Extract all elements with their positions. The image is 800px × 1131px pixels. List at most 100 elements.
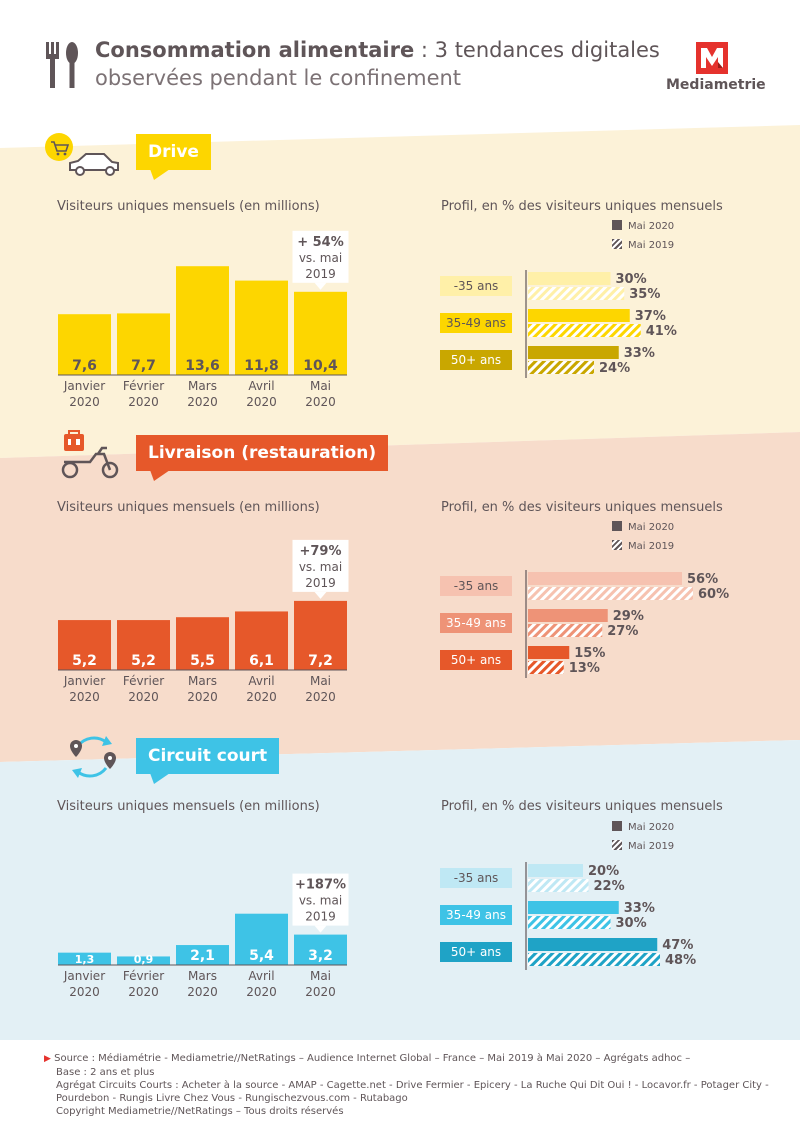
bullet-arrow-icon: ▶: [44, 1054, 51, 1064]
bar-février: [117, 956, 170, 965]
value-label-2020: 15%: [574, 646, 605, 661]
value-label-2019: 60%: [698, 587, 729, 602]
page-title: Consommation alimentaire : 3 tendances d…: [95, 38, 660, 62]
bar-value-label: 5,5: [190, 653, 215, 669]
bar-mai: [294, 600, 347, 670]
bar-mai-2019: [528, 361, 594, 374]
bar-value-label: 11,8: [244, 358, 279, 374]
bar-chart-title-livraison: Visiteurs uniques mensuels (en millions): [57, 500, 320, 515]
x-tick-label: Février: [123, 674, 164, 688]
value-label-2020: 30%: [616, 272, 647, 287]
bar-mai-2020: [528, 864, 583, 877]
value-label-2020: 20%: [588, 864, 619, 879]
legend-mai-2019: Mai 2019: [612, 540, 674, 552]
callout-box: [292, 873, 349, 926]
category-label: 50+ ans: [451, 353, 501, 367]
x-tick-label: 2020: [69, 985, 100, 999]
bar-mai-2019: [528, 287, 625, 300]
bar-value-label: 5,4: [249, 948, 274, 964]
x-tick-label: Janvier: [63, 379, 105, 393]
x-tick-label: Avril: [248, 674, 274, 688]
bar-mai-2020: [528, 646, 570, 659]
bar-mai-2020: [528, 609, 608, 622]
bar-value-label: 2,1: [190, 948, 215, 964]
bar-mai-2020: [528, 901, 619, 914]
callout-growth: +187%: [295, 878, 346, 893]
x-tick-label: Mai: [310, 674, 331, 688]
x-tick-label: Février: [123, 969, 164, 983]
fork-knife-icon: [46, 42, 78, 88]
bar-value-label: 5,2: [131, 653, 156, 669]
car-cart-icon: [45, 133, 119, 176]
value-label-2020: 33%: [624, 346, 655, 361]
callout-growth: +79%: [299, 544, 341, 559]
bar-mai: [294, 291, 347, 375]
x-tick-label: Février: [123, 379, 164, 393]
category-label: -35 ans: [454, 871, 499, 885]
value-label-2020: 37%: [635, 309, 666, 324]
category-label: -35 ans: [454, 579, 499, 593]
callout-pointer: [314, 925, 327, 933]
x-tick-label: 2020: [187, 395, 218, 409]
section-label-circuit: Circuit court: [136, 738, 280, 774]
category-label-box: [440, 276, 512, 296]
bar-value-label: 1,3: [75, 953, 95, 966]
callout-text: vs. mai: [299, 251, 342, 265]
bar-mars: [176, 617, 229, 670]
x-tick-label: 2020: [246, 395, 277, 409]
value-label-2020: 33%: [624, 901, 655, 916]
callout-text: vs. mai: [299, 560, 342, 574]
x-tick-label: Mars: [188, 674, 217, 688]
callout-box: [292, 539, 349, 592]
label-pointer: [150, 470, 170, 481]
category-label-box: [440, 313, 512, 333]
x-tick-label: 2020: [187, 985, 218, 999]
bar-mai-2019: [528, 624, 603, 637]
bar-value-label: 3,2: [308, 948, 333, 964]
x-tick-label: 2020: [128, 690, 159, 704]
x-tick-label: Mars: [188, 969, 217, 983]
bar-chart-livraison: 5,2 Janvier 2020 5,2 Février 2020 5,5 Mars 2020 6…: [58, 539, 349, 704]
bar-février: [117, 313, 170, 375]
value-label-2019: 30%: [616, 916, 647, 931]
x-tick-label: 2020: [246, 985, 277, 999]
category-label-box: [440, 905, 512, 925]
category-label-box: [440, 942, 512, 962]
value-label-2019: 41%: [646, 324, 677, 339]
legend-mai-2019: Mai 2019: [612, 840, 674, 852]
delivery-scooter-icon: [61, 430, 119, 479]
bar-mai-2020: [528, 572, 682, 585]
value-label-2020: 56%: [687, 572, 718, 587]
bar-janvier: [58, 314, 111, 375]
section-label-livraison: Livraison (restauration): [136, 435, 389, 471]
bar-avril: [235, 611, 288, 670]
bar-mai-2019: [528, 587, 693, 600]
legend-mai-2020: Mai 2020: [612, 821, 674, 833]
circuit-band: [0, 740, 800, 1131]
bar-avril: [235, 913, 288, 965]
value-label-2019: 24%: [599, 361, 630, 376]
profile-chart-circuit: -35 ans 20%22% 35-49 ans 33%30% 50+ ans 47%48…: [440, 862, 696, 970]
x-tick-label: 2020: [128, 395, 159, 409]
value-label-2019: 13%: [569, 661, 600, 676]
x-tick-label: 2020: [69, 395, 100, 409]
bar-chart-title-circuit: Visiteurs uniques mensuels (en millions): [57, 799, 320, 814]
x-tick-label: 2020: [305, 690, 336, 704]
bar-value-label: 6,1: [249, 653, 274, 669]
value-label-2019: 22%: [594, 879, 625, 894]
profile-chart-drive: -35 ans 30%35% 35-49 ans 37%41% 50+ ans 33%24…: [440, 270, 677, 378]
legend-mai-2019: Mai 2019: [612, 239, 674, 251]
category-label-box: [440, 350, 512, 370]
bar-value-label: 7,7: [131, 358, 156, 374]
category-label-box: [440, 868, 512, 888]
value-label-2019: 48%: [665, 953, 696, 968]
bar-mai-2019: [528, 879, 589, 892]
bar-chart-drive: 7,6 Janvier 2020 7,7 Février 2020 13,6 Mars 2020…: [58, 230, 349, 409]
x-tick-label: 2020: [187, 690, 218, 704]
category-label-box: [440, 576, 512, 596]
bar-mai-2020: [528, 938, 658, 951]
callout-text: vs. mai: [299, 894, 342, 908]
x-tick-label: 2020: [246, 690, 277, 704]
bar-mars: [176, 266, 229, 375]
circular-route-icon: [70, 736, 116, 778]
